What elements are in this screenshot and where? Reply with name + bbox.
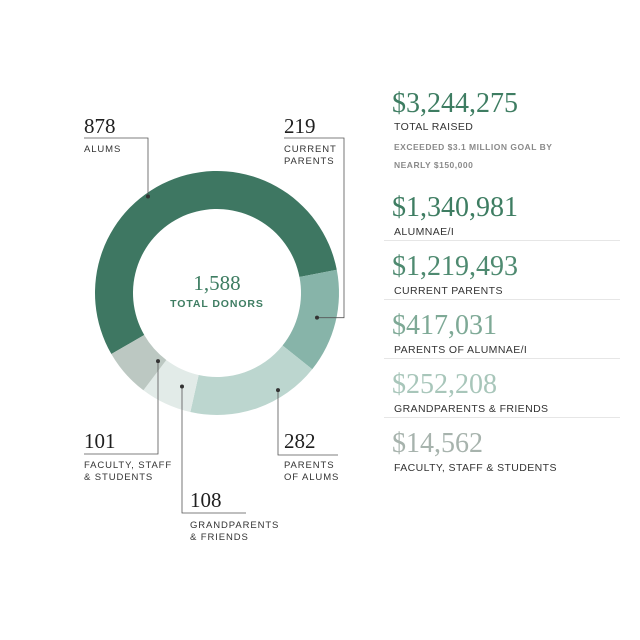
leader-line-faculty-staff-students — [84, 361, 159, 455]
divider — [384, 417, 620, 418]
parents-of-alums-count: 282 — [284, 429, 316, 453]
goal-note: EXCEEDED $3.1 MILLION GOAL BY NEARLY $15… — [394, 142, 553, 170]
total-donors-label: TOTAL DONORS — [170, 298, 264, 310]
leader-dot-faculty-staff-students — [156, 359, 160, 364]
total-raised-amount: $3,244,275 — [392, 88, 518, 119]
alumnae-label: ALUMNAE/I — [394, 226, 455, 238]
alumnae-amount: $1,340,981 — [392, 192, 518, 223]
leader-line-grandparents-friends — [181, 386, 246, 514]
total-donors-value: 1,588 — [193, 271, 241, 295]
divider — [384, 240, 620, 241]
grandparents-friends-amount: $252,208 — [392, 369, 497, 400]
parents-of-alumnae-amount: $417,031 — [392, 310, 497, 341]
grandparents-friends-label: GRANDPARENTS & FRIENDS — [190, 520, 280, 543]
leader-dot-current-parents — [314, 315, 319, 320]
leader-dot-grandparents-friends — [180, 384, 184, 389]
slice-faculty-staff-students — [111, 335, 167, 391]
faculty-staff-students-amount-label: FACULTY, STAFF & STUDENTS — [394, 462, 557, 474]
leader-line-current-parents — [284, 137, 345, 319]
slice-current-parents — [282, 269, 339, 370]
alums-label: ALUMS — [84, 144, 122, 155]
divider — [384, 358, 620, 359]
grandparents-friends-count: 108 — [190, 488, 222, 512]
current-parents-amount: $1,219,493 — [392, 251, 518, 282]
faculty-staff-students-label: FACULTY, STAFF & STUDENTS — [84, 460, 173, 483]
faculty-staff-students-count: 101 — [84, 429, 116, 453]
leader-dot-parents-of-alums — [276, 388, 280, 393]
faculty-staff-students-amount: $14,562 — [392, 428, 483, 459]
parents-of-alums-label: PARENTS OF ALUMS — [284, 460, 340, 483]
slice-parents-of-alums — [190, 345, 313, 415]
total-raised-label: TOTAL RAISED — [394, 121, 474, 133]
current-parents-label: CURRENT PARENTS — [284, 144, 337, 167]
slice-alums — [94, 170, 337, 354]
grandparents-friends-amount-label: GRANDPARENTS & FRIENDS — [394, 403, 549, 415]
alums-count: 878 — [84, 114, 116, 138]
leader-line-alums — [84, 137, 149, 197]
current-parents-count: 219 — [284, 114, 316, 138]
current-parents-amount-label: CURRENT PARENTS — [394, 285, 503, 297]
divider — [384, 299, 620, 300]
leader-line-parents-of-alums — [277, 390, 338, 456]
parents-of-alumnae-label: PARENTS OF ALUMNAE/I — [394, 344, 528, 356]
slice-grandparents-friends — [143, 359, 199, 413]
leader-dot-alums — [146, 194, 150, 199]
